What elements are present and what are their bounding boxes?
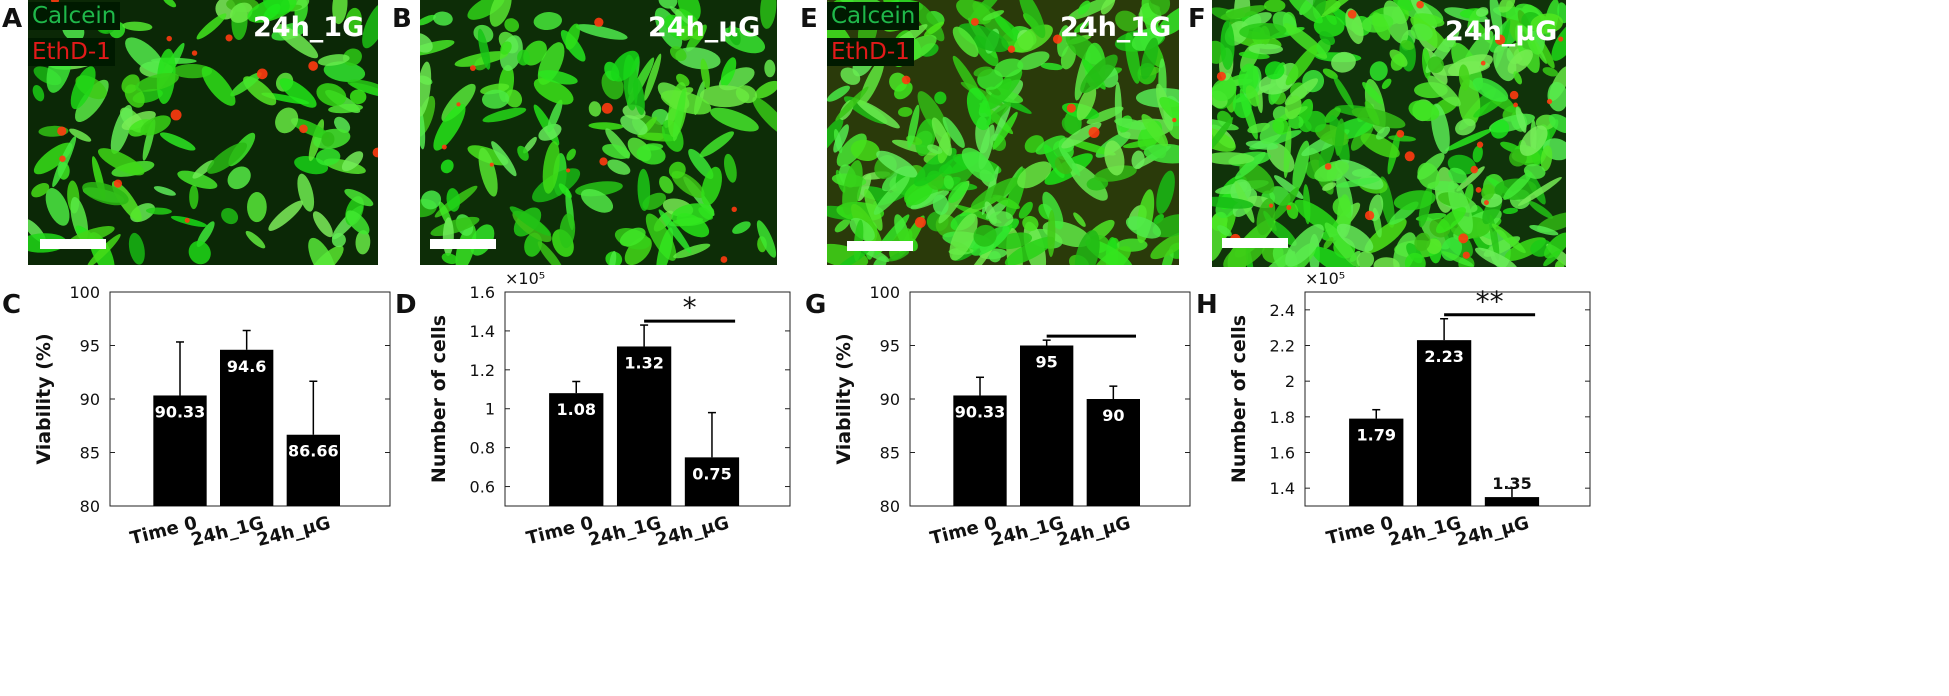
y-axis-label: Viability (%) bbox=[33, 333, 55, 464]
y-tick-label: 95 bbox=[880, 337, 900, 356]
scale-bar-a bbox=[40, 239, 106, 249]
y-tick-label: 0.6 bbox=[470, 478, 495, 497]
condition-label-b: 24h_μG bbox=[648, 12, 761, 43]
y-tick-label: 100 bbox=[69, 283, 100, 302]
bar-value-label: 86.66 bbox=[288, 442, 339, 461]
y-tick-label: 1.2 bbox=[470, 361, 495, 380]
panel-label-a: A bbox=[2, 4, 23, 34]
y-tick-label: 85 bbox=[880, 444, 900, 463]
x-tick-label: 24h_1G bbox=[1386, 512, 1463, 550]
cell-texture bbox=[420, 0, 777, 265]
y-tick-label: 95 bbox=[80, 337, 100, 356]
scale-bar-f bbox=[1222, 238, 1288, 248]
bar bbox=[616, 346, 672, 506]
viability-chart-g: 80 85 90 95 100 Viability (%) 90.33 Time 0 95 24h… bbox=[800, 270, 1195, 696]
panel-label-c: C bbox=[2, 290, 22, 320]
bar bbox=[549, 393, 604, 506]
y-tick-label: 1.6 bbox=[470, 283, 495, 302]
y-tick-label: 0.8 bbox=[470, 439, 495, 458]
y-tick-label: 2 bbox=[1285, 372, 1295, 391]
cell-texture bbox=[1212, 0, 1566, 267]
significance-mark: ** bbox=[1476, 285, 1504, 318]
cell-count-chart-h: 1.4 1.6 1.8 2 2.2 2.4 ×10⁵ Number of cells 1.79 T… bbox=[1195, 269, 1595, 696]
bar-value-label: 94.6 bbox=[227, 357, 266, 376]
bar-value-label: 2.23 bbox=[1424, 347, 1463, 366]
bar-value-label: 0.75 bbox=[692, 464, 731, 483]
x-tick-label: 24h_μG bbox=[1453, 512, 1531, 550]
condition-label-e: 24h_1G bbox=[1060, 12, 1172, 43]
significance-mark: * bbox=[683, 291, 697, 324]
bar-value-label: 90 bbox=[1102, 406, 1124, 425]
scale-bar-b bbox=[430, 239, 496, 249]
condition-label-f: 24h_μG bbox=[1445, 16, 1558, 47]
cell-texture bbox=[28, 0, 378, 265]
bar bbox=[1349, 418, 1404, 506]
x-tick-label: 24h_1G bbox=[586, 512, 663, 550]
y-tick-label: 1 bbox=[485, 400, 495, 419]
x-tick-label: 24h_μG bbox=[255, 512, 333, 550]
viability-chart-c: 80 85 90 95 100 Viability (%) 90.33 Time 0 94.6 2… bbox=[0, 270, 395, 696]
panel-label-h: H bbox=[1196, 290, 1218, 320]
bar-value-label: 1.32 bbox=[624, 353, 663, 372]
condition-label-a: 24h_1G bbox=[253, 12, 365, 43]
stain-label-ethd1-a: EthD-1 bbox=[28, 38, 115, 66]
axis-exponent-label: ×10⁵ bbox=[505, 269, 545, 288]
panel-label-d: D bbox=[395, 290, 417, 320]
x-tick-label: 24h_μG bbox=[653, 512, 731, 550]
y-tick-label: 80 bbox=[80, 497, 100, 516]
bar bbox=[1484, 497, 1540, 506]
bar-value-label: 95 bbox=[1036, 353, 1058, 372]
bar-value-label: 1.08 bbox=[557, 400, 596, 419]
y-tick-label: 2.4 bbox=[1270, 301, 1295, 320]
scale-bar-e bbox=[847, 241, 913, 251]
bar bbox=[1416, 340, 1472, 506]
micrograph-f bbox=[1212, 0, 1566, 267]
cell-count-chart-d: 0.6 0.8 1 1.2 1.4 1.6 ×10⁵ Number of cells 1.08 T… bbox=[395, 269, 795, 696]
y-axis-label: Number of cells bbox=[1228, 315, 1250, 483]
y-tick-label: 1.8 bbox=[1270, 408, 1295, 427]
bar-value-label: 90.33 bbox=[955, 402, 1006, 421]
stain-label-calcein-a: Calcein bbox=[28, 2, 121, 30]
panel-label-g: G bbox=[805, 290, 827, 320]
x-tick-label: Time 0 bbox=[524, 512, 595, 549]
y-tick-label: 2.2 bbox=[1270, 337, 1295, 356]
stain-label-calcein-e: Calcein bbox=[827, 2, 920, 30]
bar bbox=[684, 457, 740, 506]
y-tick-label: 90 bbox=[880, 390, 900, 409]
x-tick-label: 24h_μG bbox=[1055, 512, 1133, 550]
bar bbox=[153, 395, 207, 506]
y-tick-label: 100 bbox=[869, 283, 900, 302]
stain-label-ethd1-e: EthD-1 bbox=[827, 38, 914, 66]
bar bbox=[953, 395, 1007, 506]
y-tick-label: 1.4 bbox=[470, 322, 495, 341]
y-axis-label: Number of cells bbox=[428, 315, 450, 483]
micrograph-a bbox=[28, 0, 378, 265]
bar bbox=[286, 434, 340, 506]
bar-value-label: 1.79 bbox=[1357, 426, 1396, 445]
y-tick-label: 80 bbox=[880, 497, 900, 516]
micrograph-b bbox=[420, 0, 777, 265]
y-tick-label: 85 bbox=[80, 444, 100, 463]
axis-exponent-label: ×10⁵ bbox=[1305, 269, 1345, 288]
panel-label-f: F bbox=[1188, 4, 1206, 34]
bar bbox=[220, 349, 274, 506]
y-tick-label: 90 bbox=[80, 390, 100, 409]
panel-label-e: E bbox=[800, 4, 818, 34]
x-tick-label: Time 0 bbox=[1324, 512, 1395, 549]
bar-value-label: 1.35 bbox=[1492, 474, 1531, 493]
y-tick-label: 1.6 bbox=[1270, 444, 1295, 463]
bar bbox=[1086, 399, 1140, 506]
panel-label-b: B bbox=[392, 4, 412, 34]
y-tick-label: 1.4 bbox=[1270, 479, 1295, 498]
bar bbox=[1020, 345, 1074, 506]
bar-value-label: 90.33 bbox=[155, 402, 206, 421]
y-axis-label: Viability (%) bbox=[833, 333, 855, 464]
